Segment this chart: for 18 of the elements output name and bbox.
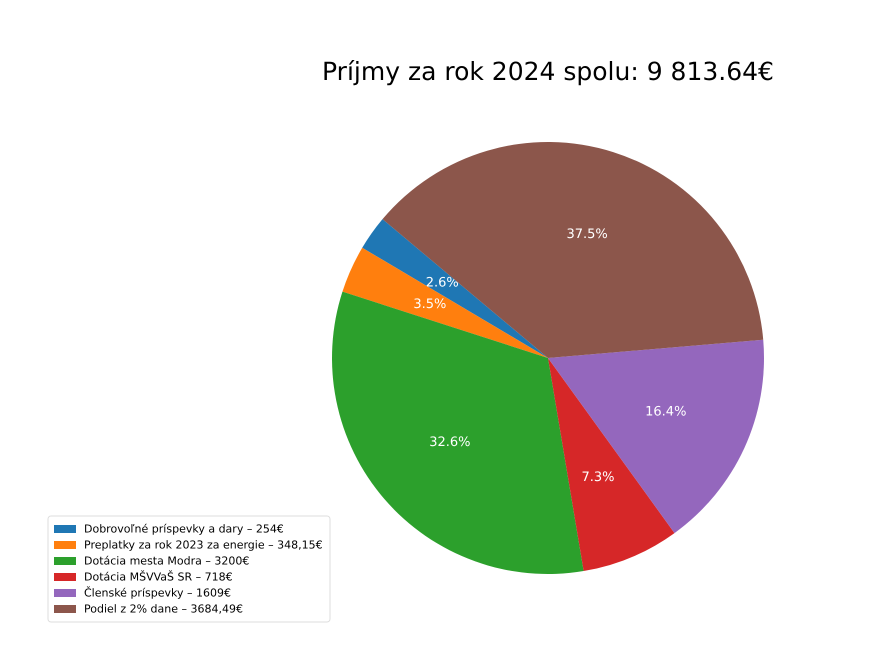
data-label: 2.6% [426,276,459,291]
data-label: 7.3% [581,470,614,486]
legend-label: Dotácia mesta Modra – 3200€ [84,554,250,568]
legend-label: Podiel z 2% dane – 3684,49€ [84,602,243,616]
pie-slice [342,248,548,358]
legend-label: Preplatky za rok 2023 za energie – 348,15€ [84,538,323,552]
data-label: 16.4% [645,404,686,420]
pie-slice [382,142,764,358]
data-label: 32.6% [429,435,471,450]
pie-slice [362,219,548,358]
data-label: 3.5% [413,297,446,312]
legend-label: Dobrovoľné príspevky a dary – 254€ [84,522,284,536]
pie-slice [332,292,584,574]
data-label: 37.5% [566,226,608,242]
pie-slice [548,340,764,534]
chart-title: Príjmy za rok 2024 spolu: 9 813.64€ [322,57,774,86]
legend-label: Dotácia MŠVVaŠ SR – 718€ [84,570,233,584]
legend-label: Členské príspevky – 1609€ [84,586,231,600]
